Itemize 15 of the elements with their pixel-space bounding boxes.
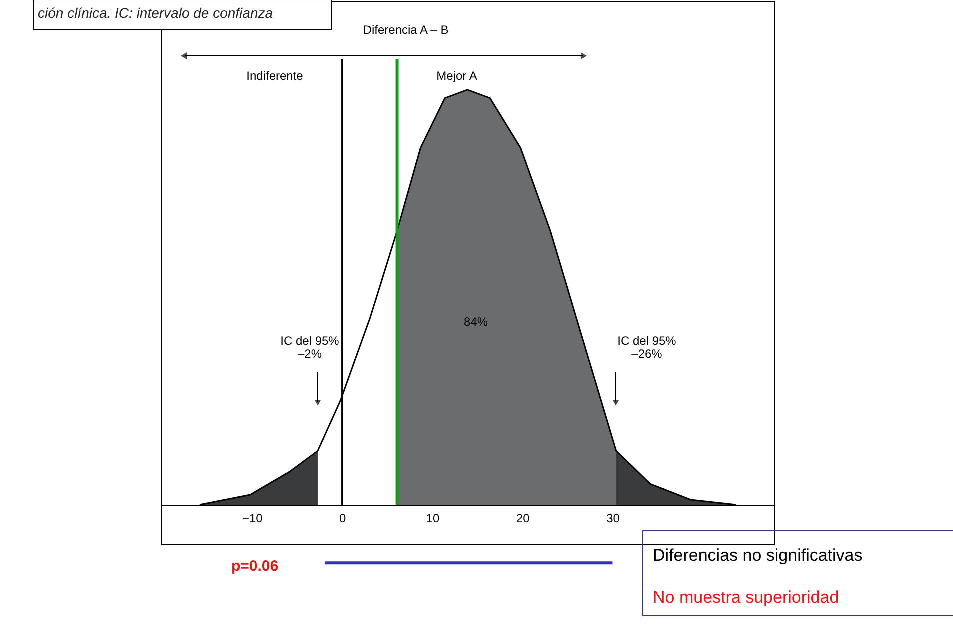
text: Indiferente — [246, 69, 304, 83]
x-tick-label: 20 — [516, 512, 530, 526]
annotation: IC del 95% –2% — [280, 334, 340, 361]
annotation: IC del 95% –26% — [618, 334, 677, 361]
x-tick-label: 0 — [339, 512, 346, 526]
text: Diferencia A – B — [363, 23, 449, 37]
text: Mejor A — [436, 69, 478, 83]
annotation: 84% — [464, 315, 488, 329]
x-tick-label: −10 — [242, 512, 264, 526]
x-tick-label: 10 — [426, 512, 440, 526]
text: ción clínica. IC: intervalo de confianza — [38, 5, 274, 21]
text: No muestra superioridad — [653, 588, 840, 607]
annotation: Diferencias no significativas — [653, 546, 863, 565]
x-tick-label: 30 — [606, 512, 620, 526]
annotation: p=0.06 — [231, 558, 279, 575]
